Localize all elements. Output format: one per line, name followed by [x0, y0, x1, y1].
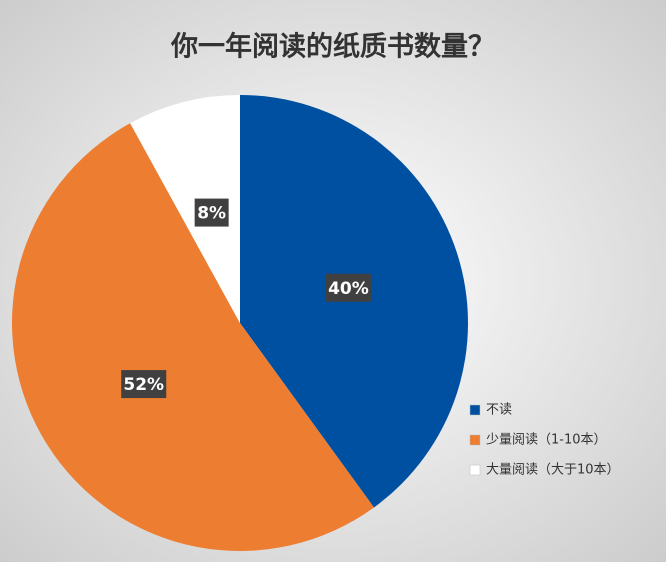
pie-slice — [130, 95, 240, 323]
data-label: 8% — [197, 204, 226, 224]
data-label: 40% — [328, 279, 369, 299]
pie-slice — [12, 123, 375, 551]
data-label-box — [194, 198, 229, 227]
data-label-box — [121, 370, 167, 399]
legend-label: 不读 — [486, 403, 512, 418]
data-label-box — [325, 273, 371, 302]
legend-label: 少量阅读（1-10本） — [486, 433, 607, 448]
chart-title: 你一年阅读的纸质书数量？ — [170, 31, 495, 63]
legend-swatch — [469, 464, 481, 476]
data-label: 52% — [123, 375, 164, 395]
legend-label: 大量阅读（大于10本） — [486, 463, 620, 478]
legend-swatch — [469, 434, 481, 446]
legend-swatch — [469, 404, 481, 416]
